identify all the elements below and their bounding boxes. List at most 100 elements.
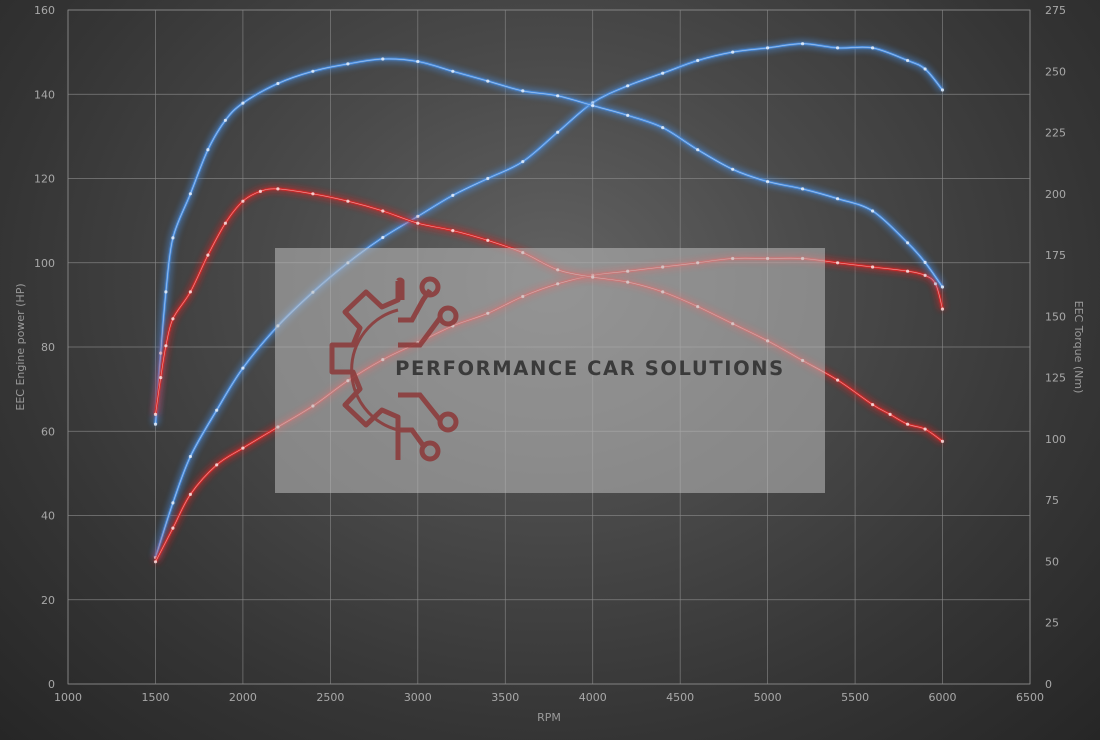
x-tick-label: 2500 [316,691,344,704]
y-left-tick-label: 0 [48,678,55,691]
data-point [381,235,385,240]
gear-circuit-logo-icon [329,276,459,462]
y-right-tick-labels: 0 25 50 75 100 125 150 175 200 225 250 275 [1045,4,1066,691]
data-point [311,192,315,196]
data-point [661,126,665,130]
data-point [906,269,910,273]
y-right-tick-label: 175 [1045,249,1066,262]
data-point [381,57,385,61]
data-point [940,88,945,92]
data-point [153,560,158,564]
data-point [159,351,163,355]
y-left-tick-label: 120 [34,173,55,186]
data-point [871,209,875,213]
y-right-tick-label: 75 [1045,494,1059,507]
data-point [906,422,910,426]
data-point [556,130,560,134]
data-point [188,492,192,496]
data-point [159,376,163,380]
data-point [626,113,630,117]
data-point [188,290,192,294]
x-tick-label: 3000 [404,691,432,704]
data-point [188,454,192,459]
x-tick-label: 6500 [1016,691,1044,704]
data-point [486,238,490,242]
series-power-tuned-highlight [155,43,943,558]
data-point [241,446,245,450]
grid [67,9,1031,685]
data-point [521,160,525,164]
data-point [923,67,927,71]
data-point [836,46,840,50]
data-point [556,94,560,98]
data-point [486,176,490,181]
data-point [696,148,700,152]
data-point [923,260,927,264]
data-point [451,229,455,233]
data-point [164,344,168,348]
x-tick-label: 4500 [666,691,694,704]
data-point [801,187,805,191]
data-point [923,273,927,277]
data-point [836,197,840,201]
plot-frame [67,9,1031,685]
series-torque-tuned [153,56,945,426]
y-left-tick-labels: 0 20 40 60 80 100 120 140 160 [34,4,55,691]
data-point [871,265,875,269]
y-right-tick-label: 25 [1045,617,1059,630]
data-point [171,236,175,240]
data-point [940,285,945,289]
data-point [731,50,735,54]
data-point [258,189,262,193]
data-point [696,58,700,63]
data-point [906,58,910,63]
data-point [766,180,770,184]
data-point [836,261,840,265]
data-point [223,221,227,225]
data-point [153,422,158,426]
y-right-tick-label: 200 [1045,188,1066,201]
data-point [836,378,840,382]
y-axis-left-label: EEC Engine power (HP) [14,283,27,410]
data-point [416,59,420,64]
data-point [206,148,210,152]
watermark: PERFORMANCE CAR SOLUTIONS [275,248,825,493]
data-point [906,241,910,245]
x-tick-labels: 1000 1500 2000 2500 3000 3500 4000 4500 5000 5500… [54,691,1044,704]
watermark-panel [275,248,825,493]
data-point [451,69,455,73]
data-point [801,42,805,46]
data-point [521,89,525,93]
data-point [940,307,945,311]
x-tick-label: 5000 [754,691,782,704]
data-point [381,209,385,213]
data-point [731,167,735,171]
y-left-tick-label: 40 [41,510,55,523]
data-point [416,214,420,218]
data-point [871,46,875,50]
data-point [215,463,219,467]
y-right-tick-label: 150 [1045,310,1066,323]
y-right-tick-label: 275 [1045,4,1066,17]
x-tick-label: 1500 [141,691,169,704]
data-point [215,408,219,412]
data-point [486,79,490,83]
x-tick-label: 2000 [229,691,257,704]
data-point [171,526,175,530]
data-point [940,439,945,443]
data-point [661,71,665,75]
data-point [276,187,280,191]
y-left-tick-label: 140 [34,88,55,101]
data-point [164,290,168,294]
data-point [276,81,280,86]
y-left-tick-label: 100 [34,257,55,270]
data-point [888,412,892,416]
data-point [171,501,175,505]
y-right-tick-label: 100 [1045,433,1066,446]
data-point [223,118,227,122]
x-axis-label: RPM [537,711,561,724]
data-point [188,192,192,196]
y-right-tick-label: 250 [1045,65,1066,78]
x-tick-label: 5500 [841,691,869,704]
data-point [346,199,350,203]
